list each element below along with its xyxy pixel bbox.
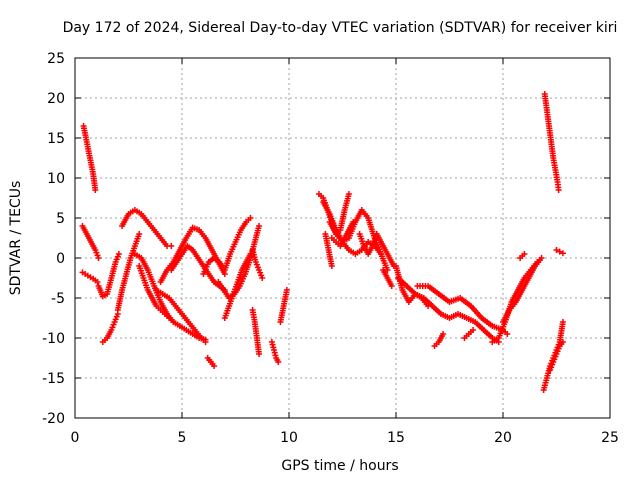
data-point (388, 283, 395, 289)
x-tick-label: 15 (387, 430, 405, 446)
x-tick-label: 20 (494, 430, 512, 446)
series-arc-c4 (328, 219, 357, 249)
data-point (504, 331, 511, 337)
series-arc-a2 (79, 223, 102, 261)
data-point (259, 275, 266, 281)
y-tick-label: 15 (47, 131, 65, 147)
series-arc-c7 (380, 267, 395, 289)
chart-title: Day 172 of 2024, Sidereal Day-to-day VTE… (63, 20, 618, 36)
data-point (170, 319, 177, 325)
data-point (521, 251, 528, 257)
series-arc-b11 (249, 307, 263, 357)
y-tick-label: 25 (47, 51, 65, 67)
data-point (538, 255, 545, 261)
x-tick-label: 25 (601, 430, 619, 446)
x-axis-ticks: 0 5 10 15 20 25 (71, 58, 619, 446)
series-arc-c12 (461, 327, 477, 341)
series-arc-b7 (200, 215, 254, 277)
y-axis-ticks: -20 -15 -10 -5 0 5 10 15 20 25 (42, 51, 610, 427)
series-arc-c10 (414, 283, 511, 337)
y-tick-label: -15 (42, 371, 65, 387)
data-point (92, 187, 99, 193)
data-point (470, 327, 477, 333)
y-axis-label: SDTVAR / TECUs (8, 181, 24, 296)
series-arc-a4 (95, 251, 122, 300)
series-arc-b1 (119, 207, 175, 249)
data-point (553, 247, 560, 253)
series-arc-d4 (553, 247, 566, 257)
data-point (136, 231, 143, 237)
y-tick-label: -10 (42, 331, 65, 347)
series-arc-b12 (204, 355, 218, 369)
data-point (328, 263, 335, 269)
data-point (256, 223, 263, 229)
y-tick-label: 5 (56, 211, 65, 227)
data-point (256, 351, 263, 357)
data-point (168, 243, 175, 249)
series-arc-d1 (541, 91, 562, 193)
data-point (556, 248, 563, 255)
y-tick-label: -5 (51, 291, 65, 307)
data-point (555, 187, 562, 193)
series-arc-b14 (277, 287, 290, 325)
data-point (378, 251, 385, 257)
data-point (350, 219, 357, 225)
series-arc-b9 (221, 251, 254, 321)
data-point (115, 251, 122, 257)
data-point (247, 215, 254, 221)
y-tick-label: 10 (47, 171, 65, 187)
series-arc-a3 (79, 269, 101, 285)
data-point (202, 339, 209, 345)
data-point (283, 287, 290, 293)
data-point (94, 279, 101, 285)
series-arc-a6 (114, 231, 143, 313)
data-point (559, 250, 566, 257)
series-arc-d2 (540, 319, 566, 393)
series-arc-c14 (500, 255, 545, 325)
data-points (79, 91, 566, 393)
x-tick-label: 5 (178, 430, 187, 446)
series-arc-b3 (136, 263, 177, 325)
plot-frame (74, 57, 611, 419)
x-axis-label: GPS time / hours (281, 458, 398, 474)
data-point (95, 255, 102, 261)
series-arc-a1 (80, 123, 99, 193)
series-arc-c11 (431, 331, 447, 349)
series-arc-c15 (517, 251, 528, 261)
series-arc-b13 (268, 339, 282, 365)
y-tick-label: -20 (42, 411, 65, 427)
series-arc-b10 (249, 247, 266, 281)
data-point (559, 339, 566, 345)
data-point (559, 319, 566, 325)
y-tick-label: 0 (56, 251, 65, 267)
data-point (275, 359, 282, 365)
x-tick-label: 0 (71, 430, 80, 446)
data-point (440, 331, 447, 337)
series-arc-b4 (153, 287, 209, 345)
y-tick-label: 20 (47, 91, 65, 107)
series-arc-c9 (395, 275, 502, 345)
data-point (345, 191, 352, 197)
series-arc-c5 (322, 231, 335, 269)
series-arc-d3 (547, 339, 566, 373)
data-point (211, 363, 218, 369)
x-tick-label: 10 (280, 430, 298, 446)
series-arc-a5 (99, 311, 121, 345)
